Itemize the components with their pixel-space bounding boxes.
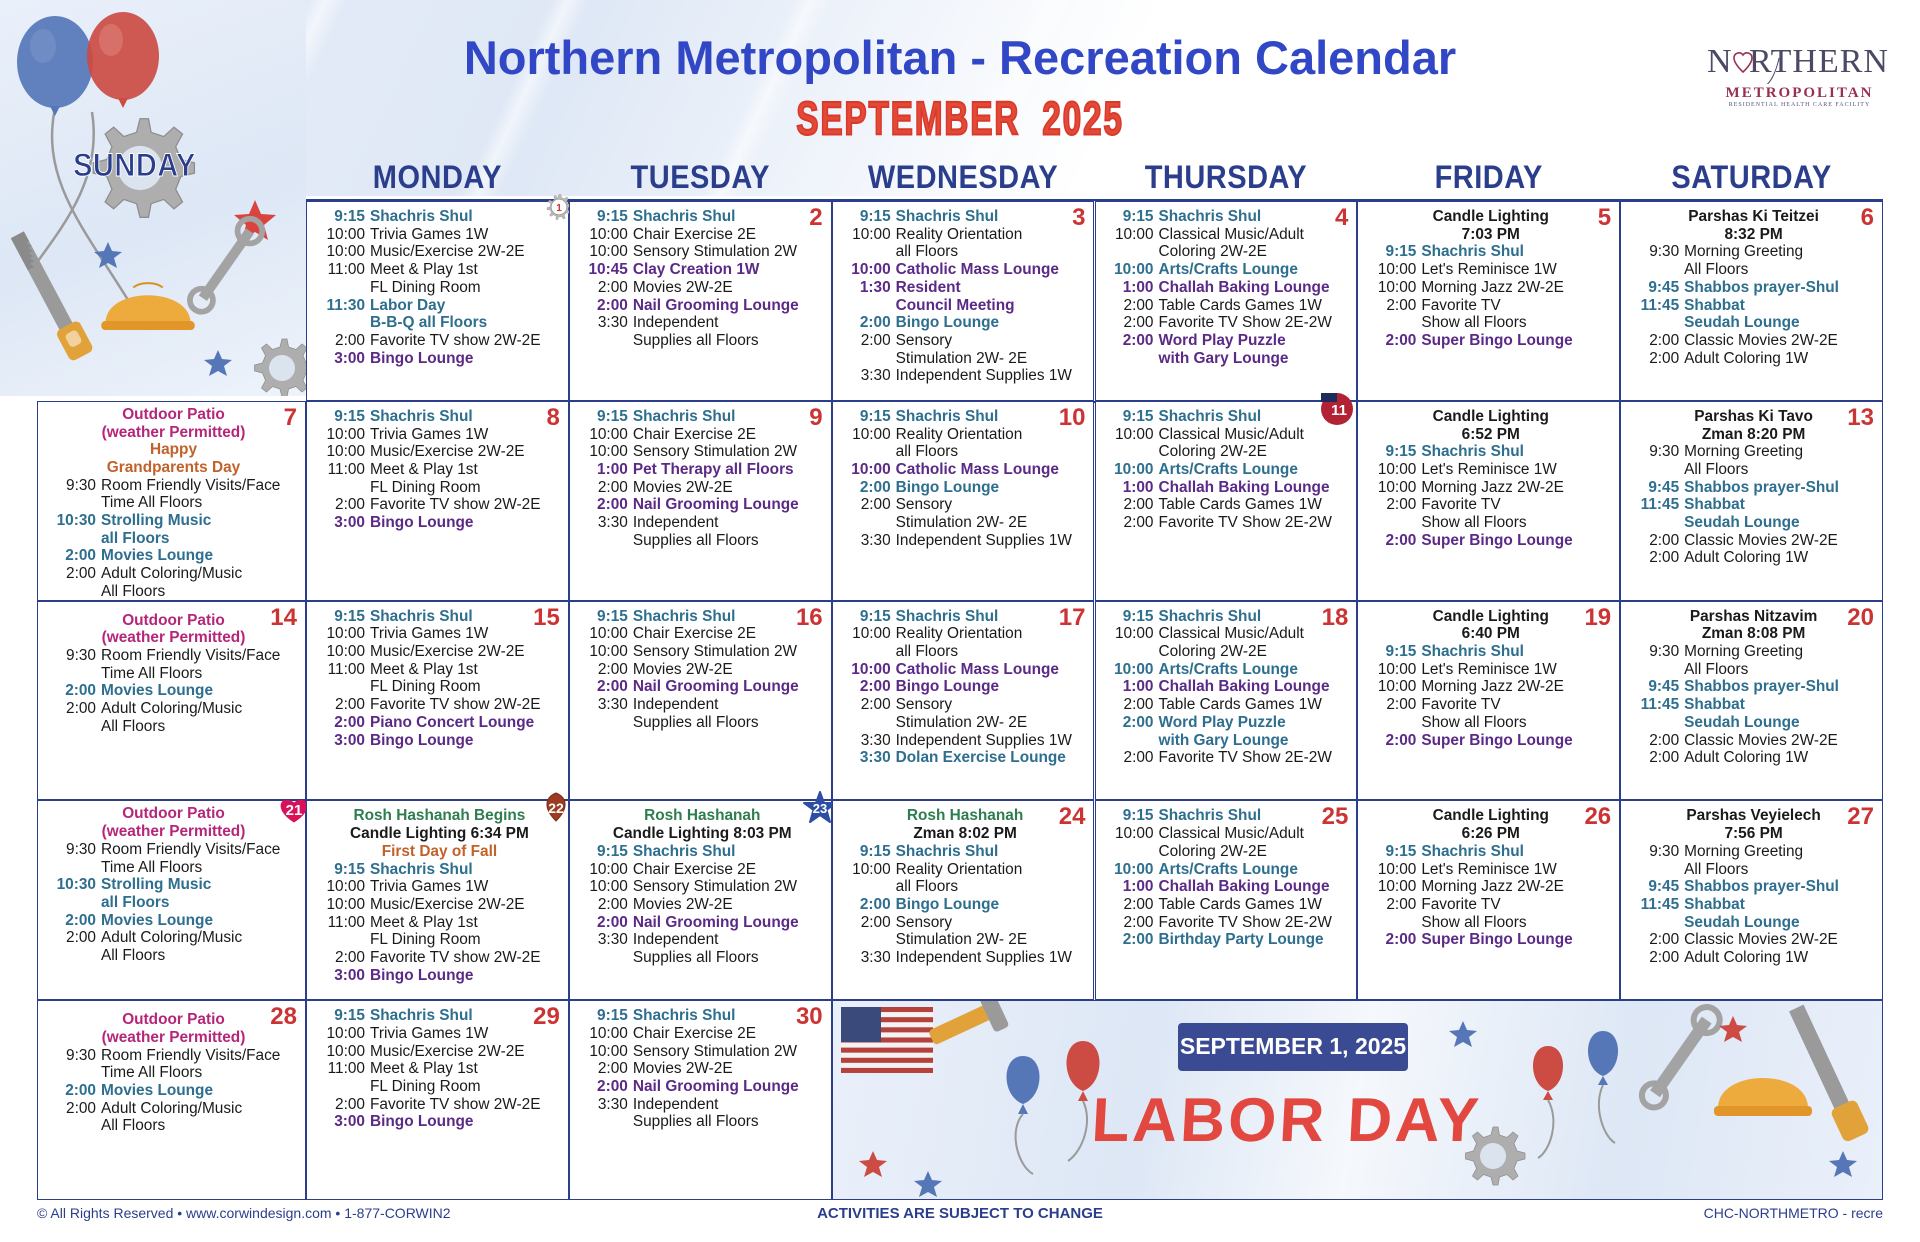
svg-text:SEPTEMBER 1, 2025: SEPTEMBER 1, 2025 bbox=[1180, 1033, 1406, 1059]
svg-text:N: N bbox=[1707, 43, 1733, 80]
svg-text:RTHERN: RTHERN bbox=[1749, 43, 1889, 80]
svg-text:LABOR DAY: LABOR DAY bbox=[1090, 1086, 1483, 1155]
